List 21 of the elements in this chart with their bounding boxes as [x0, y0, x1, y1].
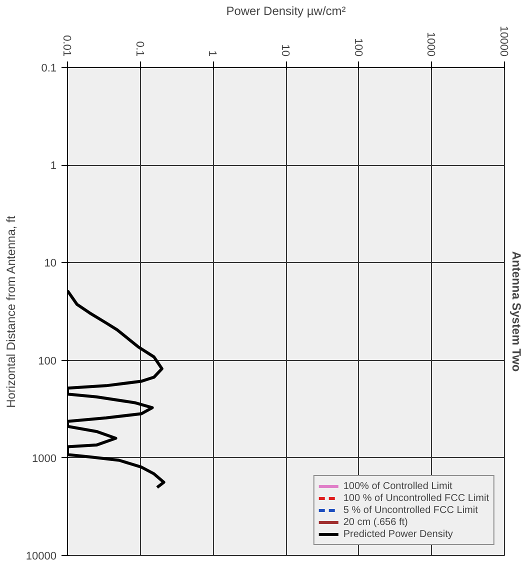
y-tick-label: 0.1	[41, 62, 57, 74]
y-axis-title: Horizontal Distance from Antenna, ft	[4, 215, 18, 408]
y-tick-label: 1	[50, 160, 57, 172]
x-tick-label: 100	[352, 38, 364, 57]
text: Antenna System Two	[510, 251, 524, 372]
x-tick-label: 0.01	[60, 35, 72, 57]
x-tick-label: 10	[279, 44, 291, 57]
x-tick-label: 1000	[424, 32, 437, 57]
legend-label: 20 cm (.656 ft)	[343, 516, 408, 528]
legend-label: 100 % of Uncontrolled FCC Limit	[343, 492, 489, 504]
legend-label: 100% of Controlled Limit	[343, 480, 452, 492]
x-tick-label: 1	[206, 50, 218, 57]
y-tick-label: 10000	[26, 550, 57, 562]
y-tick-label: 100	[38, 355, 57, 368]
y-tick-label: 10	[44, 258, 57, 270]
x-tick-label: 10000	[498, 26, 510, 57]
legend-label: Predicted Power Density	[343, 528, 453, 540]
x-tick-label: 0.1	[133, 41, 146, 57]
legend-label: 5 % of Uncontrolled FCC Limit	[343, 504, 478, 516]
x-axis-title: Power Density µw/cm²	[226, 4, 346, 18]
y-tick-label: 1000	[32, 452, 57, 465]
